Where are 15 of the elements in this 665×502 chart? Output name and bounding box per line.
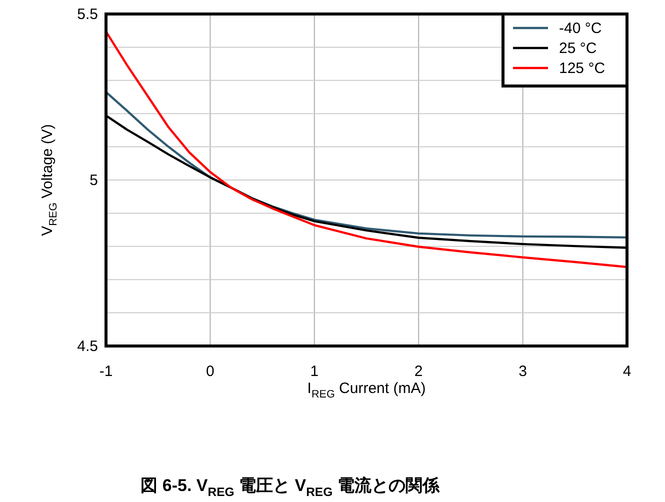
y-tick-label: 4.5 <box>77 338 98 355</box>
legend-label: 25 °C <box>559 40 597 57</box>
x-axis-title: I$_{REG}$ Current (mA) <box>307 380 426 400</box>
x-tick-label: 2 <box>414 363 423 380</box>
x-tick-label: -1 <box>99 363 113 380</box>
line-series <box>104 90 628 239</box>
x-tick-label: 1 <box>310 363 319 380</box>
text: 図 6-5. V$_{REG}$ 電圧と V$_{REG}$ 電流との関係 <box>140 476 440 500</box>
x-tick-label: 3 <box>518 363 527 380</box>
x-tick-label: 4 <box>622 363 632 380</box>
y-tick-label: 5 <box>90 172 98 189</box>
legend-label: -40 °C <box>559 20 602 37</box>
legend-label: 125 °C <box>559 60 606 77</box>
y-tick-label: 5.5 <box>77 6 98 23</box>
x-tick-label: 0 <box>206 363 214 380</box>
